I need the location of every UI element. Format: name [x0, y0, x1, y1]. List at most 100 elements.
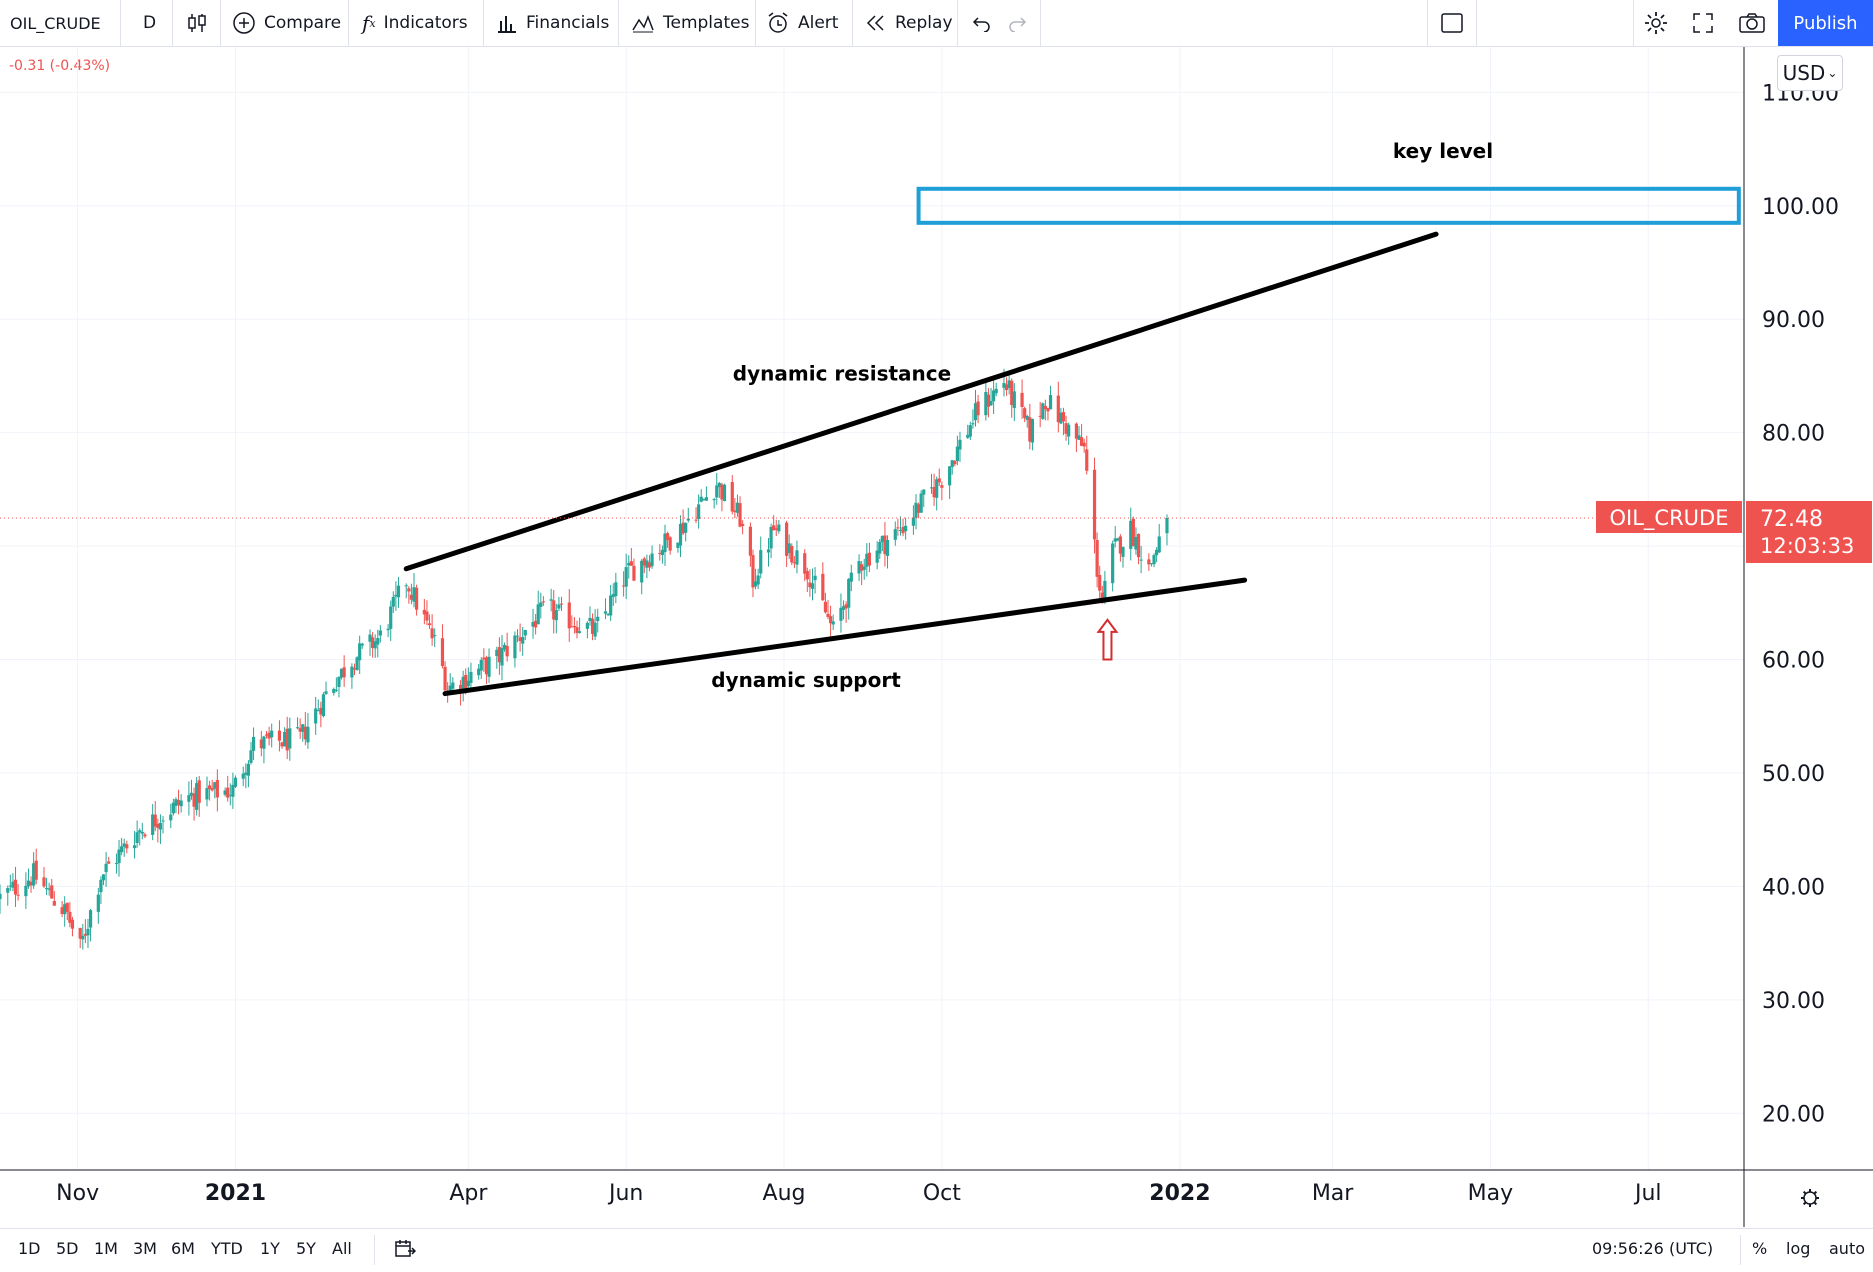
candle-body: [808, 582, 812, 588]
financials-button[interactable]: Financials: [496, 0, 609, 46]
indicators-label: Indicators: [383, 13, 468, 33]
candle-body: [678, 523, 683, 546]
candle-body: [195, 783, 199, 810]
y-tick-label: 80.00: [1762, 422, 1825, 447]
candle-body: [132, 845, 137, 849]
candle-body: [1085, 449, 1089, 471]
x-tick-label: Jul: [1633, 1181, 1662, 1206]
candle-body: [1111, 543, 1115, 584]
candle-body: [1149, 563, 1154, 565]
candle-body: [994, 388, 998, 394]
candle-body: [427, 623, 432, 626]
candle-body: [751, 555, 755, 588]
divider: [220, 0, 221, 46]
divider: [755, 0, 756, 46]
divider: [957, 0, 958, 46]
range-3m[interactable]: 3M: [133, 1239, 157, 1258]
candle-body: [321, 694, 326, 717]
candle-body: [1147, 559, 1151, 565]
goto-date-button[interactable]: [394, 1239, 417, 1263]
axes: 20.00 30.00 40.00 50.00 60.00 80.00 90.00 100.0…: [0, 47, 1873, 1227]
candle-body: [1155, 549, 1159, 556]
candle-body: [174, 799, 178, 806]
dynamic-support-line: [442, 577, 1248, 697]
candle-body: [513, 635, 517, 659]
candle-body: [844, 604, 848, 609]
layout-button[interactable]: [1440, 0, 1464, 46]
range-all[interactable]: All: [332, 1239, 352, 1258]
candle-body: [280, 742, 284, 747]
range-5y[interactable]: 5Y: [296, 1239, 316, 1258]
candle-body: [68, 911, 72, 923]
candle-body: [407, 588, 411, 592]
y-tick-label: 40.00: [1762, 875, 1825, 900]
candle-body: [953, 461, 957, 465]
candle-body: [590, 618, 595, 634]
candle-body: [324, 691, 328, 694]
candle-body: [120, 846, 124, 853]
alert-button[interactable]: Alert: [766, 0, 838, 46]
candle-body: [176, 800, 181, 806]
divider: [120, 0, 121, 46]
candle-body: [301, 724, 305, 732]
replay-label: Replay: [895, 13, 953, 33]
candle-body: [422, 609, 426, 615]
candle-body: [143, 834, 147, 837]
candle-body: [29, 881, 33, 886]
candle-body: [1113, 538, 1117, 542]
symbol-tag: OIL_CRUDE: [1610, 506, 1729, 531]
candle-body: [805, 571, 809, 580]
candle-body: [919, 493, 923, 513]
candle-body: [298, 728, 302, 732]
candle-body: [484, 657, 489, 675]
chart-type-button[interactable]: [186, 0, 216, 46]
divider: [172, 0, 173, 46]
candle-body: [350, 666, 354, 678]
candle-body: [940, 485, 944, 488]
candle-body: [11, 881, 15, 888]
settings-button[interactable]: [1643, 0, 1669, 46]
candle-body: [409, 594, 414, 600]
snapshot-button[interactable]: [1738, 0, 1766, 46]
range-6m[interactable]: 6M: [171, 1239, 195, 1258]
candle-body: [914, 502, 918, 518]
publish-button[interactable]: Publish: [1778, 0, 1873, 46]
candle-body: [283, 732, 287, 747]
grid: [0, 47, 1744, 1170]
candle-body: [13, 879, 18, 895]
auto-toggle[interactable]: auto: [1829, 1239, 1866, 1258]
symbol-button[interactable]: OIL_CRUDE: [10, 13, 101, 33]
interval-button[interactable]: D: [143, 13, 157, 33]
fullscreen-button[interactable]: [1692, 0, 1714, 46]
log-toggle[interactable]: log: [1786, 1239, 1811, 1258]
candle-body: [386, 628, 390, 631]
countdown-label: 12:03:33: [1760, 534, 1854, 558]
undo-button[interactable]: [972, 0, 992, 46]
range-5d[interactable]: 5D: [56, 1239, 79, 1258]
percent-toggle[interactable]: %: [1752, 1239, 1768, 1258]
templates-button[interactable]: Templates: [631, 0, 749, 46]
price-chart[interactable]: key level dynamic resistance dynamic suppo…: [0, 47, 1873, 1227]
divider: [852, 0, 853, 46]
up-arrow-marker: [1096, 618, 1119, 661]
candle-body: [668, 537, 672, 551]
candle-body: [267, 732, 271, 739]
candle-body: [78, 927, 82, 939]
candle-body: [722, 484, 727, 502]
candle-body: [1139, 559, 1143, 561]
currency-select[interactable]: USD ⌄: [1777, 55, 1843, 91]
redo-button[interactable]: [1007, 0, 1027, 46]
candle-body: [96, 894, 100, 912]
replay-button[interactable]: Replay: [865, 0, 953, 46]
candle-body: [8, 885, 12, 887]
range-ytd[interactable]: YTD: [211, 1239, 243, 1258]
range-1m[interactable]: 1M: [94, 1239, 118, 1258]
candle-body: [156, 823, 160, 828]
range-1y[interactable]: 1Y: [260, 1239, 280, 1258]
compare-button[interactable]: Compare: [232, 0, 341, 46]
divider: [1633, 0, 1634, 46]
last-price-label: 72.48: [1760, 507, 1823, 532]
candle-body: [207, 785, 212, 789]
range-1d[interactable]: 1D: [18, 1239, 41, 1258]
